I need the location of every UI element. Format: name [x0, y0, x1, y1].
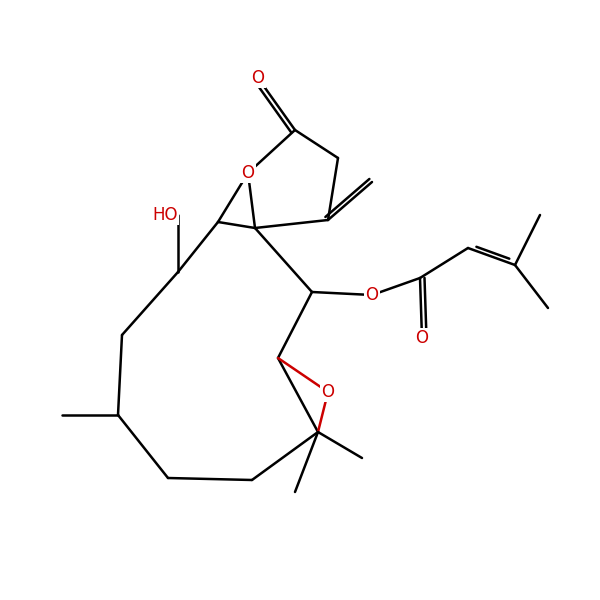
Text: O: O — [251, 69, 265, 87]
Text: O: O — [415, 329, 428, 347]
Text: HO: HO — [152, 206, 178, 224]
Text: O: O — [322, 383, 335, 401]
Text: O: O — [365, 286, 379, 304]
Text: O: O — [241, 164, 254, 182]
